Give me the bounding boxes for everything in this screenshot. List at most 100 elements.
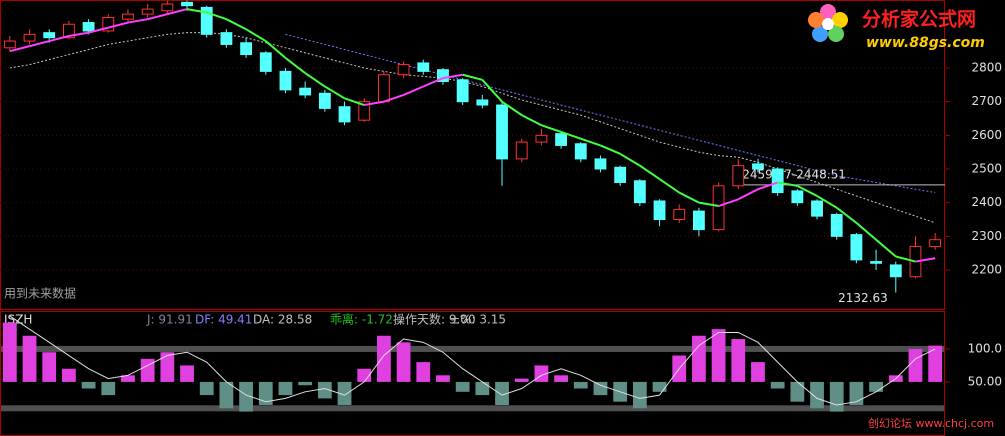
candle-body — [830, 213, 843, 237]
ma-segment — [777, 181, 798, 187]
ma-segment — [678, 191, 700, 204]
hist-bar — [692, 335, 706, 382]
ma-segment — [88, 26, 109, 34]
hist-bar — [790, 381, 805, 402]
hist-bar — [160, 352, 175, 382]
ma-segment — [895, 255, 916, 263]
y-tick-label: 2700 — [971, 94, 1002, 108]
candle-body — [515, 141, 528, 160]
watermark-footer: 创幻论坛 www.chcj.com — [868, 416, 994, 430]
band — [1, 345, 944, 352]
ma-segment — [560, 131, 582, 140]
low-label: 2132.63 — [838, 291, 888, 305]
hist-bar — [101, 381, 116, 396]
candle-body — [870, 261, 883, 264]
candle-body — [161, 3, 174, 12]
candle-body — [889, 264, 902, 278]
candle-body — [791, 190, 804, 204]
candle-body — [200, 6, 213, 35]
ma-segment — [462, 73, 483, 81]
ma-segment — [206, 11, 227, 21]
candle-body — [771, 168, 784, 194]
candle-body — [318, 92, 331, 109]
candle-body — [181, 1, 193, 7]
ma-segment — [718, 198, 739, 207]
hist-bar — [377, 335, 391, 382]
note: 用到未来数据 — [4, 286, 76, 301]
hist-bar — [180, 365, 194, 382]
hist-bar — [475, 381, 490, 396]
hist-bar — [199, 381, 214, 396]
ma-segment — [403, 85, 424, 96]
ma-segment — [9, 45, 30, 53]
candle-body — [752, 163, 764, 170]
y-tick-label: 2400 — [971, 195, 1002, 209]
hist-bar — [317, 381, 332, 399]
candle-body — [692, 210, 705, 231]
y-tick-label: 2200 — [971, 262, 1002, 276]
ma-segment — [521, 114, 542, 127]
ma-segment — [167, 8, 188, 16]
candle-body — [43, 32, 56, 39]
candle-body — [259, 52, 272, 72]
candle-body — [122, 13, 134, 20]
hist-bar — [278, 381, 293, 396]
y-tick-label: 100.0 — [968, 341, 1002, 355]
ma-segment — [698, 201, 719, 208]
ma-segment — [816, 195, 838, 209]
band — [1, 405, 944, 412]
hist-bar — [632, 381, 647, 409]
candle-body — [23, 33, 36, 42]
hist-bar — [455, 381, 470, 392]
y-tick-label: 50.00 — [968, 374, 1002, 388]
hist-bar — [495, 381, 509, 405]
hist-bar — [810, 381, 824, 409]
indicator-readout: ±%: 3.15 — [450, 313, 506, 327]
watermark-title: 分析家公式网 — [862, 8, 976, 31]
hist-bar — [396, 342, 411, 382]
hist-bar — [829, 381, 844, 412]
candle-body — [377, 74, 390, 103]
hist-bar — [751, 362, 765, 382]
ma-segment — [442, 73, 463, 80]
hist-bar — [593, 381, 608, 396]
candle-body — [62, 23, 75, 39]
ma-segment — [580, 137, 601, 147]
ma-segment — [225, 18, 247, 31]
indicator-readout: 操作天数: 9.00 — [393, 312, 476, 327]
ma-segment — [324, 85, 346, 100]
candle-body — [456, 79, 469, 103]
candle-body — [397, 64, 410, 76]
y-tick-label: 2800 — [971, 61, 1002, 75]
candle-body — [338, 106, 351, 123]
ma-segment — [875, 238, 897, 258]
hist-bar — [416, 362, 431, 382]
ma-segment — [757, 181, 778, 191]
hist-bar — [573, 381, 588, 389]
hist-bar — [140, 358, 155, 382]
candle-body — [496, 104, 508, 160]
candle-body — [614, 166, 627, 183]
ma-segment — [422, 77, 444, 88]
logo — [808, 4, 848, 42]
candle-body — [811, 200, 823, 217]
hist-bar — [258, 381, 273, 405]
candle-body — [574, 143, 587, 160]
hist-bar — [239, 381, 253, 412]
watermark-url: www.88gs.com — [866, 35, 985, 51]
hist-bar — [42, 352, 57, 382]
level-label: 2459.17-2448.51 — [742, 167, 846, 181]
hist-bar — [514, 378, 529, 382]
ma-segment — [658, 178, 680, 194]
ma-segment — [639, 164, 661, 180]
candle-body — [279, 70, 292, 91]
hist-bar — [770, 381, 785, 389]
ma-segment — [48, 35, 70, 43]
ma-segment — [364, 100, 385, 107]
ma-segment — [619, 152, 641, 167]
y-tick-label: 2300 — [971, 229, 1002, 243]
ma-segment — [383, 93, 404, 103]
ma-segment — [68, 31, 89, 38]
hist-bar — [22, 335, 37, 382]
